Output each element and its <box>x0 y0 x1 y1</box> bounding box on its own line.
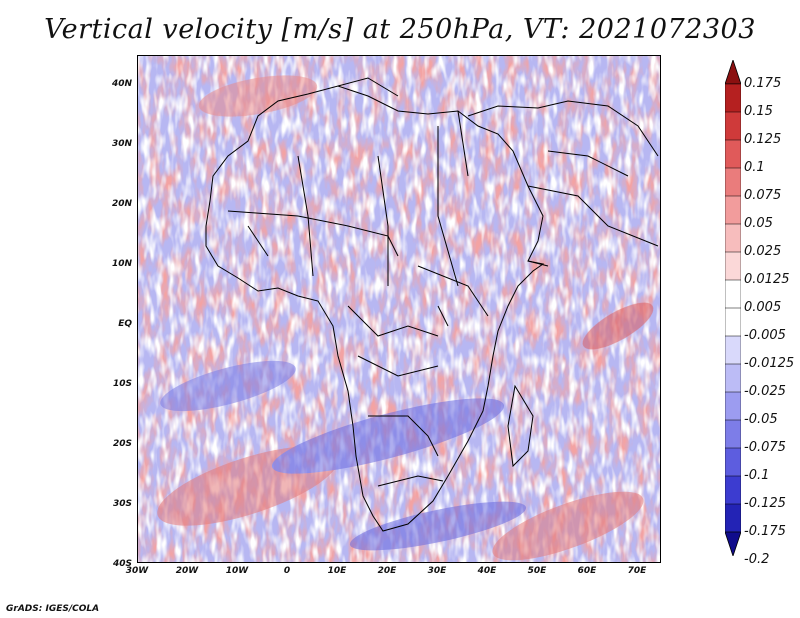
colorbar <box>725 60 741 556</box>
colorbar-level-label: 0.025 <box>744 244 782 259</box>
colorbar-bottom-cap <box>725 531 741 556</box>
longitude-label: 10W <box>225 566 249 576</box>
colorbar-top-cap <box>725 60 741 85</box>
colorbar-bin <box>725 447 741 477</box>
latitude-label: 30S <box>112 499 132 509</box>
latitude-label: 10N <box>111 259 132 269</box>
credit-label: GrADS: IGES/COLA <box>6 604 100 614</box>
colorbar-bin <box>725 195 741 225</box>
colorbar-level-label: -0.0125 <box>744 356 795 371</box>
latitude-label: 20N <box>111 199 132 209</box>
colorbar-level-label: -0.075 <box>744 440 786 455</box>
colorbar-level-label: 0.05 <box>744 216 773 231</box>
colorbar-bin <box>725 279 741 309</box>
colorbar-level-label: -0.025 <box>744 384 786 399</box>
colorbar-bin <box>725 391 741 421</box>
colorbar-bin <box>725 363 741 393</box>
colorbar-level-label: 0.15 <box>744 104 773 119</box>
longitude-label: 10E <box>327 566 347 576</box>
colorbar-level-label: 0.005 <box>744 300 782 315</box>
colorbar-level-label: -0.1 <box>744 468 770 483</box>
colorbar-level-label: -0.05 <box>744 412 778 427</box>
colorbar-bin <box>725 503 741 533</box>
colorbar-bin <box>725 419 741 449</box>
longitude-label: 60E <box>577 566 597 576</box>
colorbar-level-label: 0.175 <box>744 76 782 91</box>
latitude-label: EQ <box>118 319 132 329</box>
longitude-label: 40E <box>477 566 497 576</box>
colorbar-bin <box>725 223 741 253</box>
latitude-label: 40N <box>111 79 132 89</box>
colorbar-level-label: 0.1 <box>744 160 765 175</box>
longitude-label: 30W <box>125 566 149 576</box>
colorbar-bin <box>725 251 741 281</box>
latitude-label: 30N <box>111 139 132 149</box>
vertical-velocity-field <box>138 56 660 562</box>
colorbar-level-label: -0.005 <box>744 328 786 343</box>
colorbar-level-label: 0.125 <box>744 132 782 147</box>
colorbar-bin <box>725 475 741 505</box>
longitude-label: 70E <box>627 566 647 576</box>
latitude-label: 10S <box>112 379 132 389</box>
colorbar-bin <box>725 83 741 113</box>
longitude-label: 30E <box>427 566 447 576</box>
colorbar-bin <box>725 307 741 337</box>
latitude-label: 40S <box>112 559 132 569</box>
colorbar-level-label: -0.125 <box>744 496 786 511</box>
latitude-label: 20S <box>112 439 132 449</box>
colorbar-level-label: 0.0125 <box>744 272 790 287</box>
longitude-label: 0 <box>283 566 291 576</box>
colorbar-level-label: -0.2 <box>744 552 770 567</box>
colorbar-bin <box>725 111 741 141</box>
longitude-label: 20E <box>377 566 397 576</box>
map-title: Vertical velocity [m/s] at 250hPa, VT: 2… <box>44 14 756 45</box>
longitude-label: 20W <box>175 566 199 576</box>
longitude-label: 50E <box>527 566 547 576</box>
colorbar-level-label: -0.175 <box>744 524 786 539</box>
map-panel <box>137 55 661 563</box>
colorbar-level-label: 0.075 <box>744 188 782 203</box>
colorbar-bin <box>725 167 741 197</box>
colorbar-bin <box>725 335 741 365</box>
colorbar-bin <box>725 139 741 169</box>
